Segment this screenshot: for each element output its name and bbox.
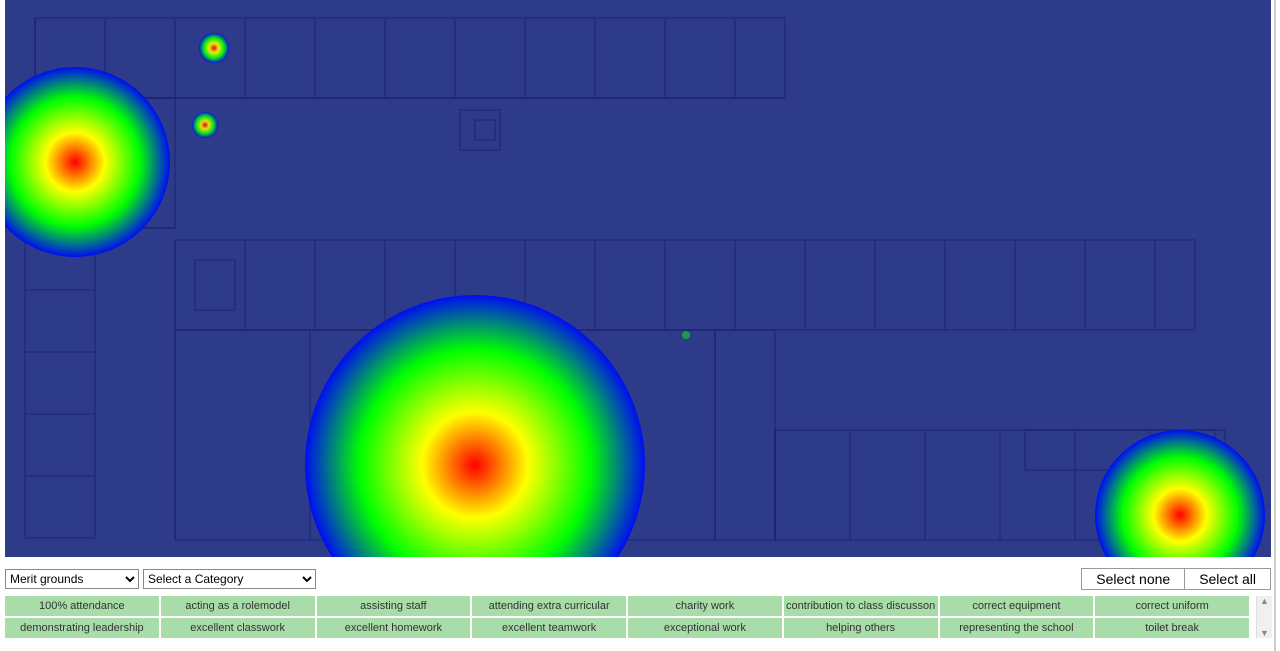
heat-hotspot <box>305 295 645 557</box>
category-tag[interactable]: acting as a rolemodel <box>161 596 315 616</box>
category-tag[interactable]: 100% attendance <box>5 596 159 616</box>
category-tag[interactable]: demonstrating leadership <box>5 618 159 638</box>
scroll-up-icon[interactable]: ▲ <box>1260 596 1269 606</box>
category-tag[interactable]: assisting staff <box>317 596 471 616</box>
tag-grid: 100% attendanceacting as a rolemodelassi… <box>5 596 1251 640</box>
heat-hotspot <box>1095 430 1265 557</box>
select-none-button[interactable]: Select none <box>1081 568 1185 590</box>
filter-bar: Merit grounds Select a Category Select n… <box>5 568 1271 590</box>
category-tag[interactable]: excellent teamwork <box>472 618 626 638</box>
category-tag[interactable]: exceptional work <box>628 618 782 638</box>
grounds-select[interactable]: Merit grounds <box>5 569 139 589</box>
heat-layer <box>5 0 1271 557</box>
category-tag[interactable]: correct equipment <box>940 596 1094 616</box>
heat-hotspot <box>199 33 229 63</box>
category-tag[interactable]: contribution to class discusson <box>784 596 938 616</box>
tag-row: demonstrating leadershipexcellent classw… <box>5 618 1251 638</box>
tag-scrollbar[interactable]: ▲ ▼ <box>1256 596 1272 638</box>
category-tag[interactable]: charity work <box>628 596 782 616</box>
heat-hotspot <box>682 331 690 339</box>
heat-hotspot <box>192 112 218 138</box>
category-tag[interactable]: representing the school <box>940 618 1094 638</box>
heat-hotspot <box>5 67 170 257</box>
category-tag[interactable]: toilet break <box>1095 618 1249 638</box>
category-tag[interactable]: attending extra curricular <box>472 596 626 616</box>
category-tag[interactable]: excellent classwork <box>161 618 315 638</box>
category-tag[interactable]: helping others <box>784 618 938 638</box>
category-tag[interactable]: correct uniform <box>1095 596 1249 616</box>
app-frame: Merit grounds Select a Category Select n… <box>0 0 1276 651</box>
category-select[interactable]: Select a Category <box>143 569 316 589</box>
tag-row: 100% attendanceacting as a rolemodelassi… <box>5 596 1251 616</box>
scroll-down-icon[interactable]: ▼ <box>1260 628 1269 638</box>
heatmap-panel[interactable] <box>5 0 1271 557</box>
category-tag[interactable]: excellent homework <box>317 618 471 638</box>
select-all-button[interactable]: Select all <box>1184 568 1271 590</box>
